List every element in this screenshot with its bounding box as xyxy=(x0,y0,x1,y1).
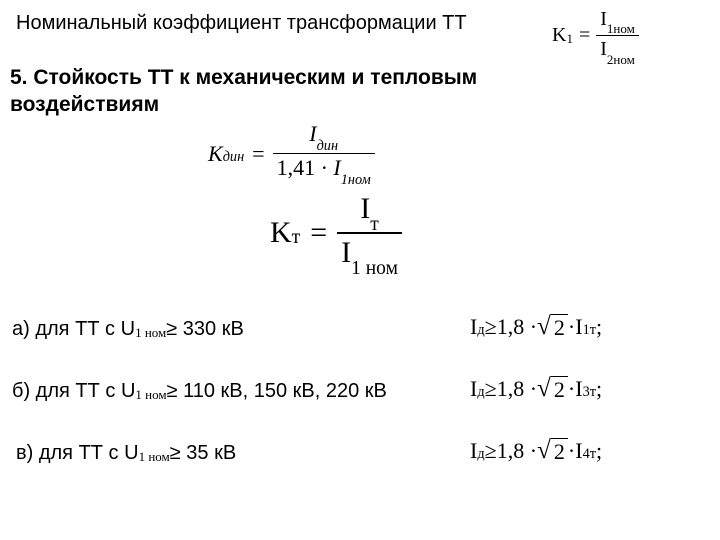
ra-c1: 1,8 · xyxy=(497,314,537,340)
kt-lhs-sub: т xyxy=(292,227,301,249)
kdin-num-sub: дин xyxy=(317,138,338,154)
section-heading: 5. Стойкость ТТ к механическим и тепловы… xyxy=(10,64,570,119)
rc-c1: 1,8 · xyxy=(497,438,537,464)
row-a-post: ≥ 330 кВ xyxy=(166,318,244,341)
kt-num-sub: т xyxy=(370,214,379,235)
kt-frac: Iт I1 ном xyxy=(337,192,402,275)
ra-rhs: I xyxy=(575,314,582,340)
ra-op: ≥ xyxy=(485,314,497,340)
row-a-label: а) для ТТ с U1 ном ≥ 330 кВ xyxy=(12,318,244,341)
row-a-eq: Iд ≥ 1,8 · √2 · I1т ; xyxy=(470,314,602,340)
k1-lhs: K xyxy=(552,24,566,47)
rb-op: ≥ xyxy=(485,376,497,402)
rb-sqrt-val: 2 xyxy=(551,376,568,402)
rb-sqrt: √2 xyxy=(537,376,568,402)
row-b-pre: б) для ТТ с U xyxy=(12,380,135,403)
k1-num-sub: 1ном xyxy=(607,21,635,36)
k1-lhs-sub: 1 xyxy=(566,31,573,47)
rb-lhs-sub: д xyxy=(477,384,484,401)
kdin-frac: Iдин 1,41 · I1ном xyxy=(273,122,375,185)
kdin-den-const: 1,41 · xyxy=(277,155,334,180)
ra-rhs-sub: 1т xyxy=(583,322,596,339)
rc-op: ≥ xyxy=(485,438,497,464)
ra-sqrt-val: 2 xyxy=(551,314,568,340)
kt-num: I xyxy=(360,192,370,225)
kdin-num: I xyxy=(309,121,316,146)
rc-rhs-sub: 4т xyxy=(583,446,596,463)
kt-den-sub: 1 ном xyxy=(351,258,398,279)
k1-frac: I1ном I2ном xyxy=(596,8,639,64)
row-c-label: в) для ТТ с U1 ном ≥ 35 кВ xyxy=(16,442,236,465)
rc-sqrt: √2 xyxy=(537,438,568,464)
intro-text: Номинальный коэффициент трансформации ТТ xyxy=(16,10,467,36)
eq-k1: K1 = I1ном I2ном xyxy=(552,8,639,64)
rb-c1: 1,8 · xyxy=(497,376,537,402)
rc-lhs: I xyxy=(470,438,477,464)
rc-rhs: I xyxy=(575,438,582,464)
ra-tail: ; xyxy=(596,314,602,340)
ra-c2: · xyxy=(568,314,575,340)
kdin-op: = xyxy=(252,141,264,167)
row-a-sub: 1 ном xyxy=(135,325,166,341)
rb-lhs: I xyxy=(470,376,477,402)
rc-c2: · xyxy=(568,438,575,464)
k1-num: I xyxy=(600,8,607,30)
row-c-pre: в) для ТТ с U xyxy=(16,442,139,465)
kt-lhs: K xyxy=(270,216,292,250)
rc-tail: ; xyxy=(596,438,602,464)
rb-c2: · xyxy=(568,376,575,402)
kt-den: I xyxy=(341,236,351,269)
row-b-eq: Iд ≥ 1,8 · √2 · I3т ; xyxy=(470,376,602,402)
kdin-lhs: K xyxy=(208,141,223,167)
kt-op: = xyxy=(310,216,327,250)
k1-den: I xyxy=(600,38,607,60)
ra-lhs-sub: д xyxy=(477,322,484,339)
k1-op: = xyxy=(579,24,590,47)
k1-den-sub: 2ном xyxy=(607,52,635,67)
rc-sqrt-val: 2 xyxy=(551,438,568,464)
rc-lhs-sub: д xyxy=(477,446,484,463)
row-a-pre: а) для ТТ с U xyxy=(12,318,135,341)
kdin-den: I xyxy=(333,155,340,180)
eq-kt: Kт = Iт I1 ном xyxy=(270,192,402,275)
ra-lhs: I xyxy=(470,314,477,340)
rb-rhs-sub: 3т xyxy=(583,384,596,401)
ra-sqrt: √2 xyxy=(537,314,568,340)
row-c-eq: Iд ≥ 1,8 · √2 · I4т ; xyxy=(470,438,602,464)
row-c-post: ≥ 35 кВ xyxy=(170,442,236,465)
eq-kdin: Kдин = Iдин 1,41 · I1ном xyxy=(208,122,375,185)
row-b-sub: 1 ном xyxy=(135,387,166,403)
kdin-den-sub: 1ном xyxy=(341,172,371,188)
rb-rhs: I xyxy=(575,376,582,402)
kdin-lhs-sub: дин xyxy=(223,149,244,166)
rb-tail: ; xyxy=(596,376,602,402)
row-c-sub: 1 ном xyxy=(139,449,170,465)
row-b-label: б) для ТТ с U1 ном ≥ 110 кВ, 150 кВ, 220… xyxy=(12,380,387,403)
row-b-post: ≥ 110 кВ, 150 кВ, 220 кВ xyxy=(167,380,387,403)
